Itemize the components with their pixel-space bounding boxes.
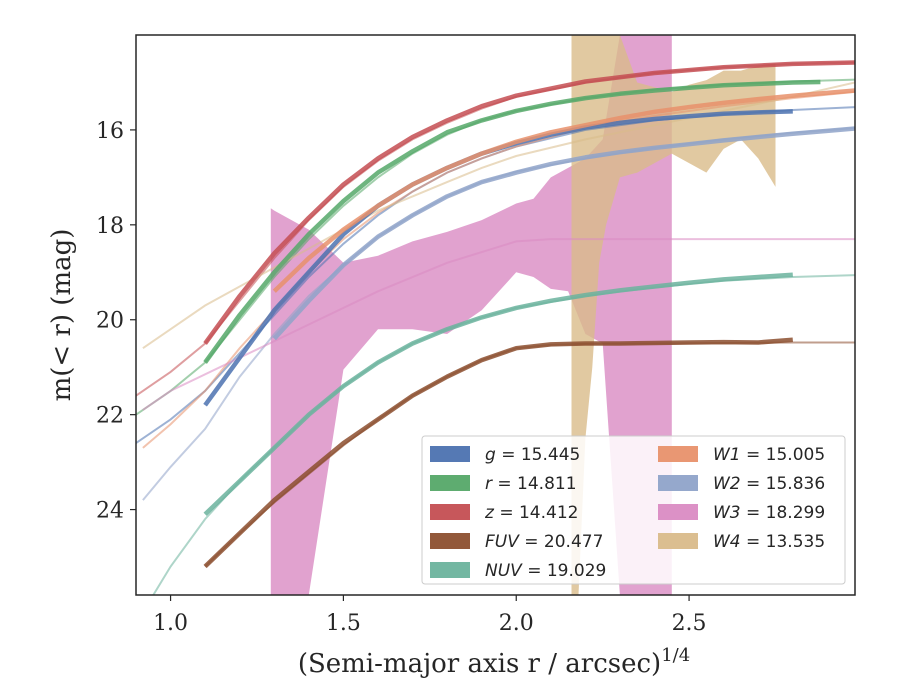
data-line-layer xyxy=(203,60,855,569)
y-tick-label: 18 xyxy=(96,214,124,239)
legend-box xyxy=(421,435,846,585)
model-line-w4 xyxy=(142,81,855,350)
legend: g = 15.445 r = 14.811 z = 14.412 FUV = 20.4… xyxy=(421,435,846,585)
band-w4 xyxy=(571,35,776,595)
x-tick-label: 2.0 xyxy=(499,611,534,636)
plot-frame xyxy=(135,34,856,596)
data-line-nuv xyxy=(203,272,793,516)
legend-label-r: r = 14.811 xyxy=(485,474,577,494)
legend-label-fuv: FUV = 20.477 xyxy=(485,532,603,552)
legend-label-w2: W2 = 15.836 xyxy=(713,474,825,494)
x-axis-label: (Semi-major axis r / arcsec)1/4 xyxy=(298,645,690,679)
data-line-w1 xyxy=(272,88,855,293)
legend-label-nuv: NUV = 19.029 xyxy=(485,561,606,581)
data-line-w2 xyxy=(272,126,855,341)
legend-swatch-w3 xyxy=(658,504,698,520)
legend-label-w1: W1 = 15.005 xyxy=(713,445,825,465)
legend-swatch-w2 xyxy=(658,475,698,491)
legend-label-g: g = 15.445 xyxy=(485,445,580,465)
x-tick-label: 1.0 xyxy=(153,611,188,636)
legend-label-z: z = 14.412 xyxy=(484,503,578,523)
legend-label-w4: W4 = 13.535 xyxy=(713,532,825,552)
y-tick-label: 24 xyxy=(96,499,124,524)
y-tick-label: 16 xyxy=(96,119,124,144)
x-tick-label: 2.5 xyxy=(672,611,707,636)
data-line-r xyxy=(203,79,821,364)
data-line-fuv xyxy=(203,337,793,569)
y-tick-label: 20 xyxy=(96,309,124,334)
x-axis: 1.0 1.5 2.0 2.5 xyxy=(153,595,707,636)
y-axis-label: m(< r) (mag) xyxy=(47,229,77,402)
legend-swatch-r xyxy=(430,475,470,491)
band-layer xyxy=(270,35,776,595)
data-line-z xyxy=(203,60,855,345)
legend-swatch-fuv xyxy=(430,533,470,549)
y-axis: 16 18 20 22 24 xyxy=(96,119,136,524)
legend-swatch-w4 xyxy=(658,533,698,549)
x-tick-label: 1.5 xyxy=(326,611,361,636)
legend-label-w3: W3 = 18.299 xyxy=(713,503,825,523)
legend-swatch-g xyxy=(430,446,470,462)
y-tick-label: 22 xyxy=(96,404,124,429)
legend-swatch-w1 xyxy=(658,446,698,462)
legend-swatch-nuv xyxy=(430,562,470,578)
legend-swatch-z xyxy=(430,504,470,520)
